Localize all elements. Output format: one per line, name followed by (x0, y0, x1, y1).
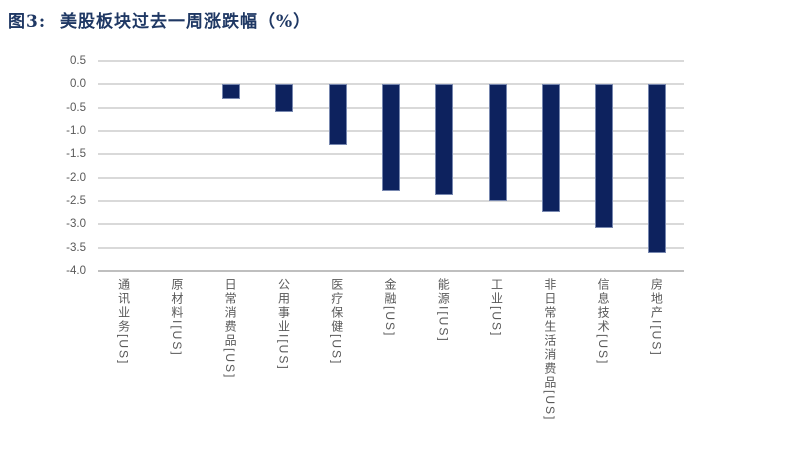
category-label: 信息技术[US] (596, 278, 611, 366)
category-label: 工业[US] (489, 278, 504, 338)
x-axis-line (98, 270, 684, 272)
bar-10 (648, 84, 667, 253)
category-label: 日常消费品[US] (223, 278, 238, 380)
y-tick-label: 0.0 (70, 78, 86, 91)
y-tick-label: -1.5 (66, 148, 86, 161)
y-tick-label: -1.0 (66, 125, 86, 137)
bar-6 (435, 84, 454, 195)
category-label: 能源I[US] (436, 278, 451, 343)
bar-7 (488, 84, 507, 201)
gridline (98, 246, 684, 249)
y-tick-label: -4.0 (66, 265, 86, 277)
category-label: 通讯业务[US] (116, 278, 131, 366)
y-tick-label: -3.0 (66, 218, 86, 231)
category-label: 房地产I[US] (649, 278, 664, 357)
y-tick-label: -3.5 (66, 241, 86, 254)
bar-4 (328, 84, 347, 145)
category-label: 非日常生活消费品[US] (542, 278, 557, 422)
gridline (98, 60, 684, 62)
gridline (98, 200, 684, 202)
y-tick-label: -0.5 (66, 101, 86, 114)
category-label: 原材料I[US] (169, 278, 184, 357)
figure-title: 图3: 美股板块过去一周涨跌幅（%） (8, 12, 312, 32)
category-label: 金融[US] (383, 278, 397, 338)
y-tick-label: -2.0 (66, 171, 86, 184)
bar-3 (275, 84, 294, 113)
bar-9 (595, 84, 614, 228)
bar-8 (541, 84, 560, 212)
category-label: 公用事业I[US] (276, 278, 291, 371)
gridline (98, 223, 684, 226)
category-label: 医疗保健[US] (329, 278, 344, 366)
y-tick-label: 0.5 (70, 55, 86, 67)
bar-2 (222, 84, 241, 100)
y-tick-label: -2.5 (66, 195, 86, 207)
bar-5 (382, 84, 400, 191)
